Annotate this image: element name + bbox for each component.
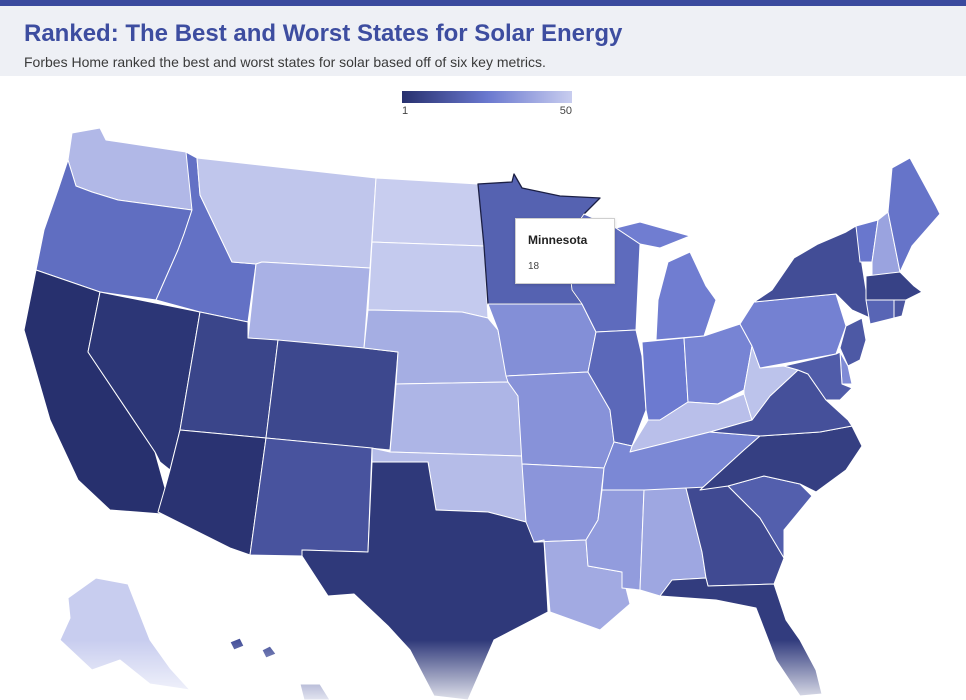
state-new-jersey[interactable] — [839, 317, 867, 367]
state-hawaii[interactable] — [229, 637, 331, 700]
state-michigan[interactable] — [615, 221, 717, 341]
state-new-mexico[interactable] — [249, 437, 373, 557]
page-title: Ranked: The Best and Worst States for So… — [24, 20, 623, 47]
legend-min-label: 1 — [402, 105, 409, 117]
legend-max-label: 50 — [559, 105, 572, 117]
state-wyoming[interactable] — [247, 261, 371, 349]
state-south-dakota[interactable] — [367, 241, 489, 319]
state-florida[interactable] — [659, 577, 823, 697]
state-alaska[interactable] — [59, 577, 191, 691]
color-legend: 1 50 — [402, 91, 572, 121]
state-pennsylvania[interactable] — [739, 293, 847, 369]
state-kansas[interactable] — [389, 381, 523, 457]
state-iowa[interactable] — [487, 303, 597, 377]
state-rhode-island[interactable] — [893, 299, 907, 319]
state-maine[interactable] — [887, 157, 941, 273]
state-massachusetts[interactable] — [865, 271, 923, 301]
tooltip-rank-value: 18 — [528, 261, 540, 272]
tooltip-state-name: Minnesota — [528, 233, 588, 247]
state-connecticut[interactable] — [865, 299, 895, 325]
top-accent-bar — [0, 0, 966, 6]
page-subtitle: Forbes Home ranked the best and worst st… — [24, 54, 546, 70]
state-colorado[interactable] — [265, 339, 399, 451]
state-maryland[interactable] — [783, 351, 853, 401]
us-choropleth-map — [23, 127, 941, 700]
header: Ranked: The Best and Worst States for So… — [0, 6, 966, 76]
legend-gradient-bar — [402, 91, 572, 103]
state-north-dakota[interactable] — [371, 177, 485, 247]
state-tooltip: Minnesota 18 — [515, 218, 615, 284]
